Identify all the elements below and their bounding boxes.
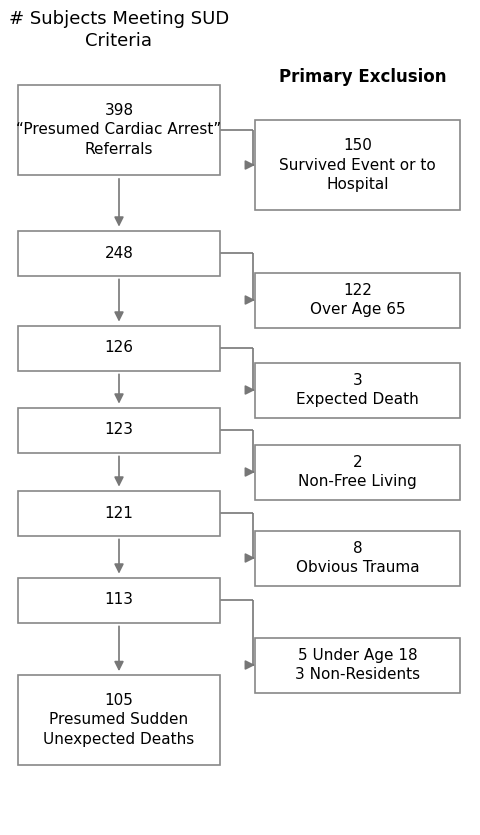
Bar <box>254 272 459 327</box>
Bar <box>254 444 459 499</box>
Text: 121: 121 <box>104 505 133 520</box>
Text: 248: 248 <box>104 245 133 261</box>
Text: 3
Expected Death: 3 Expected Death <box>296 372 418 407</box>
Bar <box>18 675 219 765</box>
Text: # Subjects Meeting SUD
Criteria: # Subjects Meeting SUD Criteria <box>9 10 228 50</box>
Text: 398
“Presumed Cardiac Arrest”
Referrals: 398 “Presumed Cardiac Arrest” Referrals <box>16 103 221 157</box>
Bar <box>18 326 219 371</box>
Text: Primary Exclusion: Primary Exclusion <box>278 68 445 86</box>
Text: 5 Under Age 18
3 Non-Residents: 5 Under Age 18 3 Non-Residents <box>294 648 419 682</box>
Text: 150
Survived Event or to
Hospital: 150 Survived Event or to Hospital <box>278 138 435 192</box>
Text: 8
Obvious Trauma: 8 Obvious Trauma <box>295 540 419 575</box>
Bar <box>254 362 459 418</box>
Bar <box>18 407 219 453</box>
Text: 122
Over Age 65: 122 Over Age 65 <box>309 282 405 317</box>
Bar <box>18 490 219 535</box>
Bar <box>18 578 219 623</box>
Bar <box>18 85 219 175</box>
Bar <box>254 120 459 210</box>
Text: 113: 113 <box>104 593 133 608</box>
Text: 2
Non-Free Living: 2 Non-Free Living <box>298 454 416 489</box>
Text: 123: 123 <box>104 423 133 438</box>
Bar <box>254 530 459 585</box>
Bar <box>18 230 219 276</box>
Text: 126: 126 <box>104 341 133 356</box>
Text: 105
Presumed Sudden
Unexpected Deaths: 105 Presumed Sudden Unexpected Deaths <box>43 693 194 747</box>
Bar <box>254 637 459 692</box>
